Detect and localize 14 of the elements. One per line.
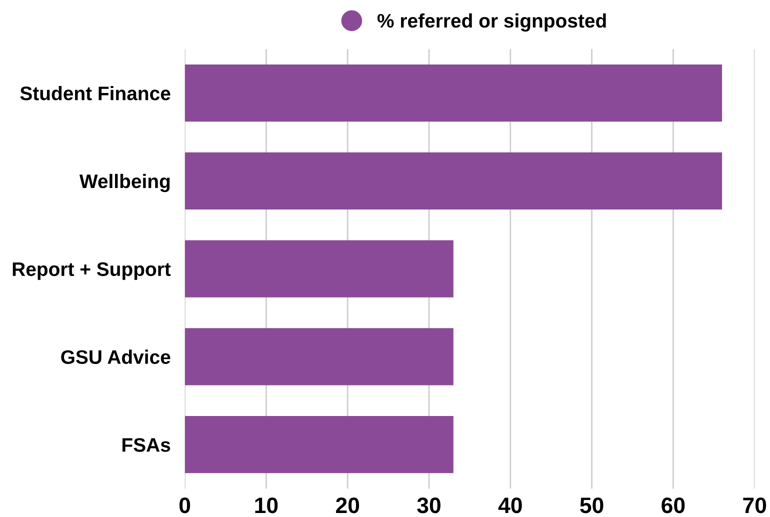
y-tick-label: GSU Advice [61, 350, 170, 364]
y-tick-label: FSAs [122, 438, 170, 452]
y-tick-label: Report + Support [12, 262, 171, 280]
x-tick-label: 0 [180, 497, 190, 514]
legend-label: % referred or signposted [377, 13, 606, 32]
x-tick-label: 30 [417, 497, 440, 514]
x-tick-label: 40 [498, 497, 522, 514]
x-tick-label: 60 [662, 497, 685, 514]
x-tick-label: 70 [743, 497, 766, 514]
y-tick-label: Wellbeing [79, 174, 170, 192]
x-tick-label: 20 [336, 497, 360, 514]
x-tick-label: 10 [255, 497, 278, 514]
y-tick-label: Student Finance [20, 86, 170, 100]
x-tick-label: 50 [580, 497, 604, 514]
